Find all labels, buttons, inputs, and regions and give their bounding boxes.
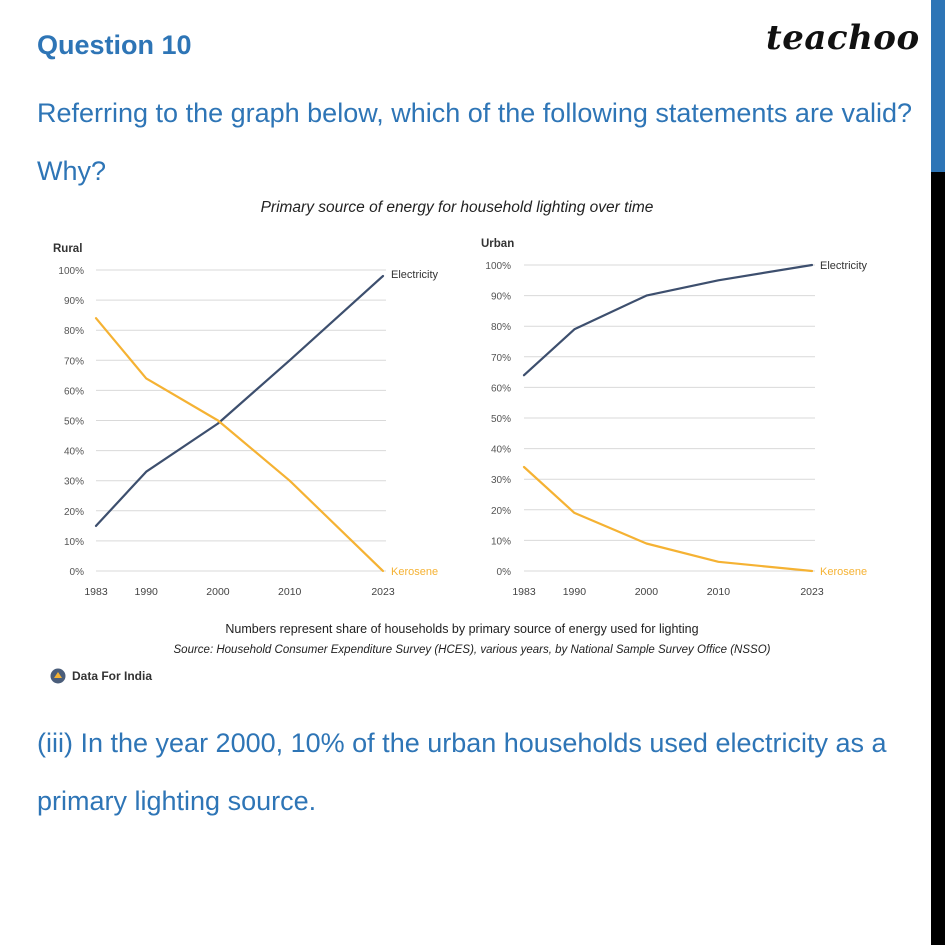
chart-footnote: Numbers represent share of households by…	[225, 622, 698, 636]
rural-x-tick-label: 2000	[206, 586, 230, 598]
rural-y-tick-label: 60%	[64, 386, 84, 397]
urban-kerosene-line	[522, 465, 814, 573]
urban-y-tick-label: 80%	[491, 322, 511, 333]
question-title: Question 10	[37, 30, 192, 60]
urban-y-tick-label: 60%	[491, 383, 511, 394]
rural-y-tick-label: 20%	[64, 507, 84, 518]
rural-y-tick-label: 0%	[70, 567, 85, 578]
option-text: (iii) In the year 2000, 10% of the urban…	[37, 728, 887, 816]
urban-x-tick-label: 2023	[800, 586, 824, 598]
urban-y-tick-label: 70%	[491, 353, 511, 364]
rural-y-tick-label: 90%	[64, 296, 84, 307]
urban-y-tick-label: 40%	[491, 445, 511, 456]
urban-y-tick-label: 100%	[485, 261, 511, 272]
rural-y-tick-label: 10%	[64, 537, 84, 548]
chart-title: Primary source of energy for household l…	[261, 199, 654, 216]
energy-chart: Primary source of energy for household l…	[53, 199, 868, 656]
rural-y-tick-label: 30%	[64, 477, 84, 488]
data-source-logo: Data For India	[50, 668, 152, 684]
brand-logo: teachoo	[766, 18, 920, 58]
urban-y-tick-label: 30%	[491, 475, 511, 486]
rural-x-tick-label: 2010	[278, 586, 302, 598]
question-text: Referring to the graph below, which of t…	[37, 98, 912, 186]
urban-electricity-line	[522, 263, 814, 377]
rural-electricity-label: Electricity	[391, 269, 439, 281]
rural-panel-title: Rural	[53, 243, 82, 255]
urban-panel-title: Urban	[481, 238, 514, 250]
rural-x-tick-label: 1990	[135, 586, 159, 598]
urban-kerosene-label: Kerosene	[820, 566, 867, 578]
rural-x-tick-label: 1983	[84, 586, 108, 598]
rural-y-tick-label: 40%	[64, 447, 84, 458]
urban-electricity-label: Electricity	[820, 260, 868, 272]
urban-y-tick-label: 90%	[491, 292, 511, 303]
rural-electricity-line	[94, 274, 385, 527]
urban-y-tick-label: 20%	[491, 506, 511, 517]
urban-y-tick-label: 10%	[491, 536, 511, 547]
urban-x-tick-label: 1990	[563, 586, 587, 598]
data-for-india-icon	[50, 668, 66, 684]
rural-x-tick-label: 2023	[371, 586, 395, 598]
urban-y-tick-label: 0%	[497, 567, 512, 578]
right-edge-bar	[931, 0, 945, 945]
urban-x-tick-label: 1983	[512, 586, 536, 598]
rural-kerosene-line	[94, 317, 385, 573]
rural-kerosene-label: Kerosene	[391, 566, 438, 578]
rural-y-tick-label: 100%	[58, 266, 84, 277]
chart-source: Source: Household Consumer Expenditure S…	[174, 644, 771, 656]
urban-y-tick-label: 50%	[491, 414, 511, 425]
rural-y-tick-label: 70%	[64, 356, 84, 367]
right-edge-accent	[931, 0, 945, 172]
rural-y-tick-label: 80%	[64, 326, 84, 337]
urban-x-tick-label: 2000	[635, 586, 659, 598]
data-source-logo-text: Data For India	[72, 669, 153, 683]
rural-y-tick-label: 50%	[64, 417, 84, 428]
urban-x-tick-label: 2010	[707, 586, 731, 598]
